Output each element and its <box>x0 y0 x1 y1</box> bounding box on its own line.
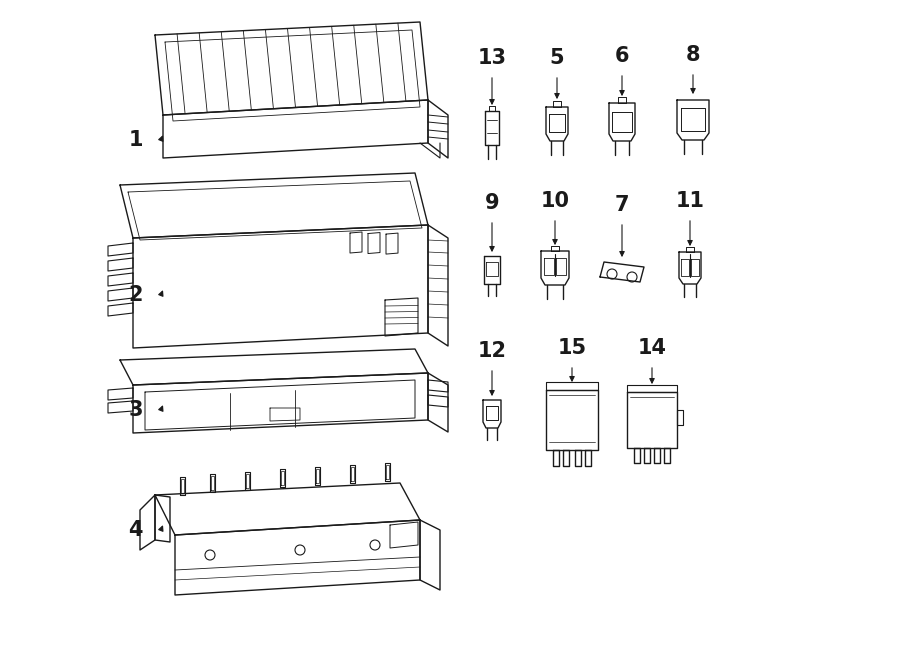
Text: 7: 7 <box>615 195 629 215</box>
Text: 3: 3 <box>129 400 143 420</box>
Text: 6: 6 <box>615 46 629 66</box>
Text: 11: 11 <box>676 191 705 211</box>
Text: 4: 4 <box>129 520 143 540</box>
Text: 8: 8 <box>686 45 700 65</box>
Text: 2: 2 <box>129 285 143 305</box>
Text: 15: 15 <box>557 338 587 358</box>
Text: 5: 5 <box>550 48 564 68</box>
Text: 13: 13 <box>478 48 507 68</box>
Text: 14: 14 <box>637 338 667 358</box>
Text: 12: 12 <box>478 341 507 361</box>
Text: 10: 10 <box>541 191 570 211</box>
Text: 9: 9 <box>485 193 500 213</box>
Text: 1: 1 <box>129 130 143 150</box>
